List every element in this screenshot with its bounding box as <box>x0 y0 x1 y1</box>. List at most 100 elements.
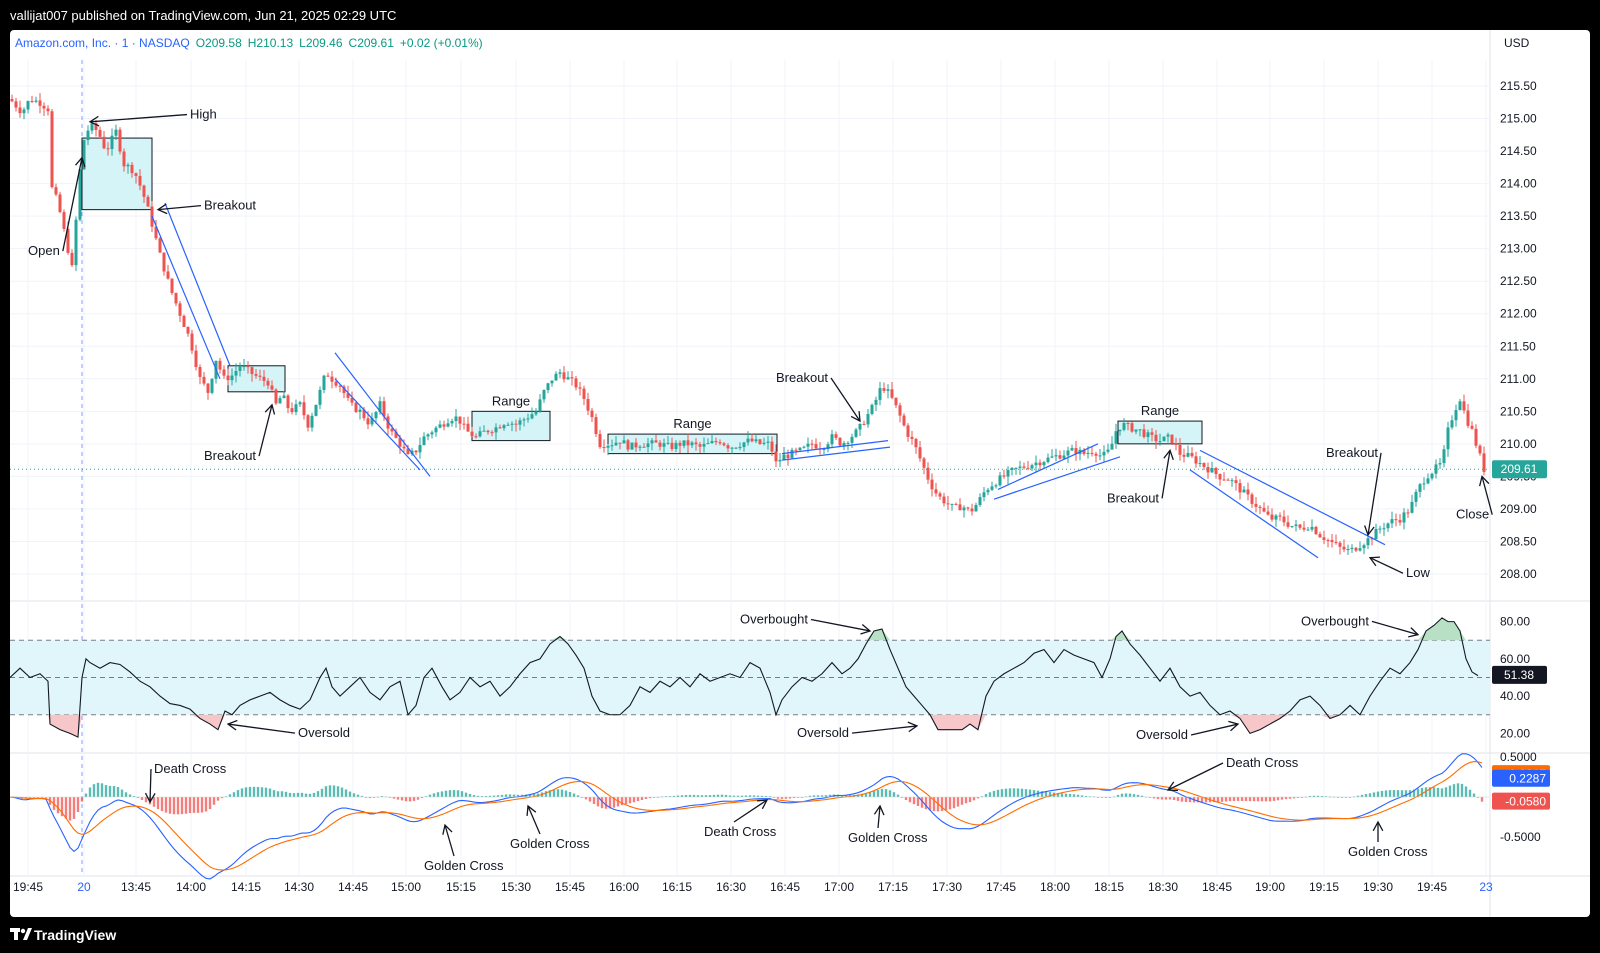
candle <box>98 129 102 137</box>
candle <box>490 432 494 434</box>
candle <box>422 436 426 446</box>
macd-line[interactable] <box>10 753 1483 880</box>
macd-histogram-bar <box>716 794 720 797</box>
annotation-arrow[interactable] <box>733 799 768 823</box>
annotation-arrow[interactable] <box>157 204 202 211</box>
macd-histogram-bar <box>960 797 964 805</box>
annotation-arrowhead <box>756 799 769 810</box>
rsi-curve[interactable] <box>10 617 1479 738</box>
trend-line[interactable] <box>164 202 231 367</box>
macd-histogram-bar <box>976 797 980 799</box>
trend-line[interactable] <box>1199 449 1386 546</box>
annotation-arrow[interactable] <box>1481 476 1493 515</box>
macd-histogram-bar <box>872 791 876 797</box>
annotation-arrow[interactable] <box>877 805 881 829</box>
annotation-arrow[interactable] <box>444 824 455 857</box>
macd-histogram-bar <box>204 797 208 812</box>
macd-histogram-bar <box>1320 796 1324 797</box>
macd-histogram-bar <box>1140 795 1144 797</box>
trend-line[interactable] <box>781 446 891 461</box>
price-tick: 215.00 <box>1500 112 1537 126</box>
signal-line[interactable] <box>10 761 1483 871</box>
time-tick: 16:30 <box>716 880 746 894</box>
macd-histogram-bar <box>216 797 220 801</box>
candle <box>894 397 898 406</box>
candle <box>1246 489 1250 495</box>
macd-histogram-bar <box>264 787 268 797</box>
macd-histogram-bar <box>696 795 700 797</box>
candle <box>330 376 334 382</box>
candle <box>838 437 842 446</box>
candle <box>990 486 994 490</box>
candle <box>278 398 282 404</box>
candle <box>738 447 742 449</box>
candle <box>702 443 706 447</box>
trend-line[interactable] <box>334 352 431 477</box>
candle <box>970 508 974 512</box>
macd-histogram-bar <box>452 790 456 797</box>
candle <box>1130 423 1134 432</box>
macd-histogram-bar <box>1168 797 1172 800</box>
legend-symbol[interactable]: Amazon.com, Inc. · 1 · NASDAQ <box>15 36 190 50</box>
macd-histogram-bar <box>532 794 536 797</box>
range-box[interactable] <box>81 137 153 211</box>
macd-histogram-bar <box>1416 788 1420 797</box>
time-tick: 19:45 <box>13 880 43 894</box>
annotation-arrow[interactable] <box>227 723 296 734</box>
candle <box>1350 547 1354 549</box>
annotation-arrow[interactable] <box>1161 450 1171 499</box>
time-tick: 16:15 <box>662 880 692 894</box>
macd-histogram-bar <box>140 797 144 800</box>
annotation-arrow[interactable] <box>527 805 541 835</box>
macd-histogram-bar <box>192 797 196 813</box>
currency-label[interactable]: USD <box>1504 36 1530 50</box>
macd-histogram-bar <box>56 797 60 814</box>
annotation-arrow[interactable] <box>1369 557 1404 574</box>
candle <box>454 416 458 422</box>
macd-histogram-bar <box>692 794 696 797</box>
candle <box>274 389 278 404</box>
candle <box>350 397 354 403</box>
macd-histogram-bar <box>1148 797 1152 798</box>
chart-canvas[interactable]: Range Range Range High Open Breakout Breakout… <box>10 30 1590 917</box>
trend-line[interactable] <box>151 215 221 380</box>
annotation-arrowhead <box>850 411 861 423</box>
candle <box>682 440 686 446</box>
trend-line[interactable] <box>993 456 1121 500</box>
candle <box>1058 455 1062 459</box>
annotation-arrow[interactable] <box>1371 620 1419 636</box>
annotation-arrow[interactable] <box>851 725 918 734</box>
macd-histogram-bar <box>756 795 760 797</box>
candle <box>606 445 610 448</box>
annotation-arrow[interactable] <box>149 768 152 803</box>
trend-line[interactable] <box>997 443 1099 490</box>
macd-histogram-bar <box>432 793 436 797</box>
candle <box>470 431 474 437</box>
candle <box>994 485 998 487</box>
annotation-arrow[interactable] <box>1167 762 1224 791</box>
annotation-arrowhead <box>1408 627 1420 638</box>
candle <box>1022 466 1026 468</box>
macd-histogram-bar <box>356 794 360 797</box>
macd-histogram-bar <box>544 791 548 797</box>
time-tick: 14:45 <box>338 880 368 894</box>
annotation-arrow[interactable] <box>1190 723 1239 736</box>
annotation-arrow[interactable] <box>258 404 273 457</box>
trend-line[interactable] <box>334 378 421 471</box>
annotation-arrow[interactable] <box>830 377 861 422</box>
range-box[interactable] <box>471 410 551 442</box>
trend-line[interactable] <box>781 440 889 455</box>
macd-histogram-bar <box>1356 795 1360 797</box>
trend-line[interactable] <box>1189 469 1319 559</box>
annotation-arrow[interactable] <box>89 113 188 123</box>
annotation-arrow[interactable] <box>62 157 83 252</box>
annotation-arrow[interactable] <box>810 618 871 632</box>
price-tick: 208.50 <box>1500 534 1537 548</box>
price-annotation: Breakout <box>776 370 828 385</box>
candle <box>450 421 454 424</box>
macd-histogram-bar <box>116 787 120 797</box>
annotation-arrow[interactable] <box>1367 452 1382 536</box>
macd-histogram-bar <box>132 796 136 797</box>
macd-histogram-bar <box>556 789 560 797</box>
macd-histogram-bar <box>464 792 468 797</box>
